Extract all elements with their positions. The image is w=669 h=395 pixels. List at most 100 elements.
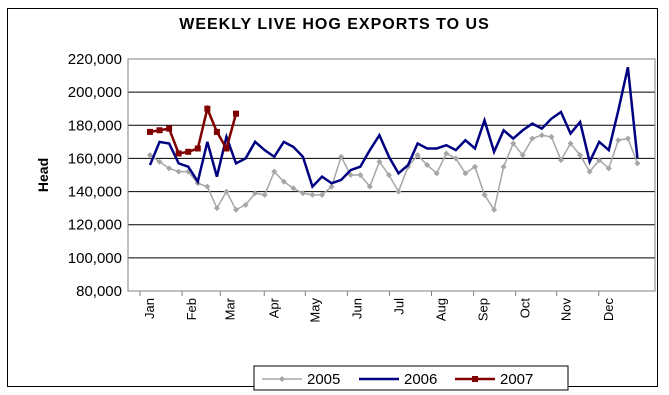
data-point [347,172,354,178]
data-point [299,190,306,197]
series-2006 [148,67,639,189]
x-axis-ticks: Jan Feb Mar Apr May Jun Jul Aug Sep Oct Nov Dec [139,291,616,323]
data-point [194,145,201,152]
data-point [175,168,182,175]
y-axis-ticks: 80,000 100,000 120,000 140,000 160,000 180,00… [68,51,122,300]
series-line-2007 [149,104,238,155]
data-point [510,140,517,147]
data-point [147,152,153,159]
y-tick-label: 100,000 [68,250,122,267]
data-point [376,158,383,165]
x-tick-label: Apr [266,297,281,318]
data-point [385,172,392,178]
data-point [366,183,373,190]
series-2005 [147,132,641,213]
data-point [634,160,641,167]
legend-box [253,365,569,391]
series-layer [147,67,641,213]
data-point [548,133,555,140]
data-point [452,155,459,162]
series-line-2006 [148,67,639,189]
chart-frame [7,8,658,387]
data-point [500,163,507,170]
data-point [175,150,182,157]
legend-label: 2007 [500,371,533,388]
legend: 2005 2006 2007 [262,371,533,388]
data-point [481,191,488,198]
data-point [519,152,526,159]
x-tick-label: Sep [476,298,491,321]
x-tick-label: Mar [222,297,237,320]
y-tick-label: 200,000 [68,84,122,101]
data-point [261,191,268,198]
data-point [615,137,622,144]
legend-label: 2005 [307,371,340,388]
x-tick-label: Jul [391,298,406,315]
x-tick-label: Oct [518,298,533,319]
x-tick-label: Dec [601,298,616,322]
data-point [414,152,421,159]
data-point [147,128,153,135]
data-point [395,188,402,195]
data-point [223,145,230,152]
data-point [166,165,173,172]
data-point [538,132,545,139]
y-tick-label: 140,000 [68,184,122,201]
legend-marker [472,376,478,382]
data-point [567,140,574,147]
data-point [271,168,278,175]
data-point [223,188,230,195]
x-tick-label: Jan [142,298,157,319]
data-point [233,110,240,117]
data-point [529,135,536,142]
data-point [357,172,364,178]
x-tick-label: Feb [184,298,199,320]
data-point [624,135,631,142]
y-tick-label: 180,000 [68,117,122,134]
data-point [491,206,498,213]
data-point [156,158,163,165]
data-point [156,127,163,134]
data-point [252,190,259,197]
x-tick-label: Nov [559,298,574,322]
data-point [213,205,220,212]
series-2007 [147,104,240,157]
data-point [433,170,440,177]
y-tick-label: 80,000 [76,283,122,300]
legend-label: 2006 [404,371,437,388]
data-point [557,157,564,164]
data-point [290,185,297,192]
y-tick-label: 120,000 [68,217,122,234]
gridlines [128,91,655,259]
data-point [596,157,603,164]
data-point [577,152,584,159]
data-point [280,178,287,185]
data-point [605,165,612,172]
y-tick-label: 220,000 [68,51,122,68]
data-point [185,148,192,155]
data-point [328,183,335,190]
chart-title: WEEKLY LIVE HOG EXPORTS TO US [179,16,490,33]
y-tick-label: 160,000 [68,150,122,167]
data-point [204,105,211,112]
data-point [309,191,316,198]
data-point [233,206,240,213]
series-line-2005 [149,134,639,212]
plot-area [127,58,656,292]
data-point [213,128,220,135]
data-point [424,162,431,169]
data-point [319,191,326,198]
data-point [586,168,593,175]
legend-marker [279,376,285,382]
data-point [462,170,469,177]
data-point [471,163,478,170]
x-tick-label: Jun [349,298,364,319]
x-tick-label: Aug [434,298,449,321]
data-point [204,183,211,190]
x-tick-label: May [307,298,322,323]
data-point [242,201,249,208]
y-axis-label: Head [35,158,51,192]
data-point [166,125,173,132]
data-point [443,150,450,157]
